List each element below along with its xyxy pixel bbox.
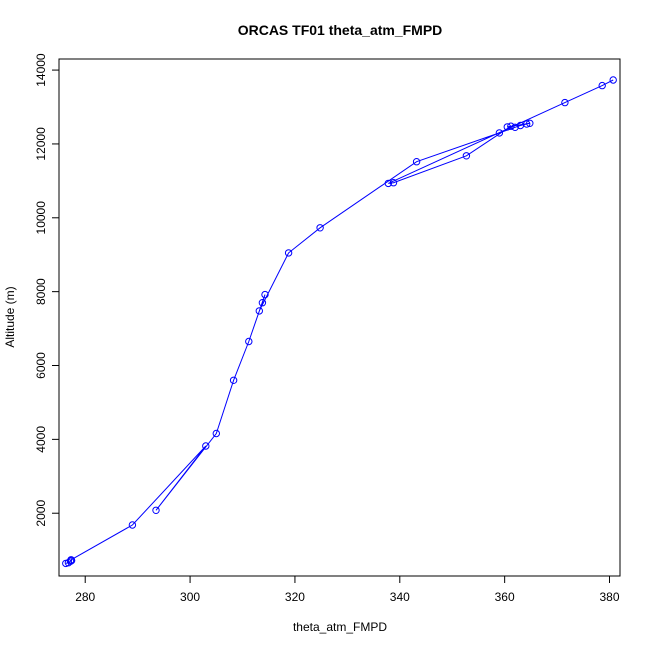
x-tick-label-5: 380 xyxy=(599,590,619,604)
data-point xyxy=(67,556,75,564)
x-axis-label: theta_atm_FMPD xyxy=(293,620,387,634)
x-tick-label-0: 280 xyxy=(75,590,95,604)
y-tick-label-5: 12000 xyxy=(34,127,48,161)
data-point xyxy=(316,224,324,232)
data-point xyxy=(526,119,534,128)
data-point xyxy=(412,158,421,166)
data-point xyxy=(229,376,238,384)
y-tick-label-3: 8000 xyxy=(34,278,48,305)
data-point xyxy=(511,123,519,132)
x-tick-label-2: 320 xyxy=(285,590,305,604)
y-axis-label: Altitude (m) xyxy=(3,286,17,347)
data-point xyxy=(507,122,515,130)
x-tick-label-3: 340 xyxy=(390,590,410,604)
y-tick-label-6: 14000 xyxy=(34,53,48,87)
data-point xyxy=(245,337,253,346)
data-point xyxy=(389,179,398,187)
data-point xyxy=(128,521,137,529)
series-line-0 xyxy=(65,79,614,564)
data-point xyxy=(384,179,392,188)
data-point xyxy=(495,129,504,137)
data-point xyxy=(284,249,293,257)
series-layer xyxy=(62,76,617,568)
plot-frame xyxy=(58,58,621,577)
data-point xyxy=(523,120,531,128)
x-tick-label-1: 300 xyxy=(180,590,200,604)
x-tick-label-4: 360 xyxy=(495,590,515,604)
data-point xyxy=(202,442,210,450)
data-point xyxy=(261,290,269,299)
data-point xyxy=(462,152,471,160)
y-tick-label-1: 4000 xyxy=(34,426,48,453)
data-point xyxy=(258,299,267,307)
chart-title: ORCAS TF01 theta_atm_FMPD xyxy=(238,22,443,38)
data-point xyxy=(255,307,263,315)
y-axis: 2000 4000 6000 8000 10000 12000 14000 xyxy=(34,53,59,527)
data-point xyxy=(598,81,606,90)
data-point xyxy=(561,98,569,107)
y-tick-label-0: 2000 xyxy=(34,500,48,527)
data-point xyxy=(152,506,160,514)
x-axis: 280 300 320 340 360 380 xyxy=(75,576,620,604)
y-tick-label-2: 6000 xyxy=(34,352,48,379)
data-point xyxy=(609,76,617,84)
y-tick-label-4: 10000 xyxy=(34,201,48,235)
data-point xyxy=(212,429,221,438)
data-point xyxy=(503,123,511,131)
